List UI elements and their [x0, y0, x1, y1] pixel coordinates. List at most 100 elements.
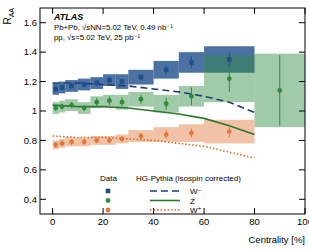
syst-box: [90, 77, 103, 89]
experiment-label: ATLAS: [53, 12, 83, 22]
x-tick: [204, 208, 205, 214]
y-tick: [40, 81, 46, 82]
syst-box: [255, 54, 305, 128]
model-line: [53, 83, 255, 112]
data-point: [69, 103, 74, 108]
legend-marker: [106, 208, 111, 213]
data-point: [139, 134, 144, 139]
y-tick: [40, 22, 46, 23]
data-point: [94, 100, 99, 105]
syst-box: [154, 95, 179, 113]
data-point: [94, 138, 99, 143]
syst-box: [103, 95, 116, 107]
data-point: [120, 79, 125, 84]
y-tick-label: 0.8: [24, 135, 37, 146]
x-tick: [254, 208, 255, 214]
x-tick: [153, 208, 154, 214]
data-point: [120, 100, 125, 105]
legend-line: [150, 200, 180, 202]
y-axis-label-main: R: [2, 17, 13, 24]
y-tick: [299, 52, 305, 53]
y-tick: [299, 22, 305, 23]
syst-box: [154, 61, 179, 79]
legend-marker: [106, 198, 111, 203]
data-point: [227, 76, 232, 81]
data-point: [164, 68, 169, 73]
data-point: [60, 85, 65, 90]
x-tick: [103, 208, 104, 214]
legend-marker: [106, 189, 111, 194]
y-axis-label-sub: AA: [8, 8, 15, 18]
x-tick-label: 80: [249, 216, 260, 227]
y-axis-label: RAA: [2, 8, 15, 25]
x-tick: [254, 8, 255, 14]
syst-box: [128, 70, 153, 85]
syst-box: [53, 83, 59, 95]
legend-label: Z: [190, 197, 195, 206]
data-point: [164, 101, 169, 106]
y-tick-label: 0.6: [24, 164, 37, 175]
legend-label: W⁻: [190, 187, 202, 196]
x-tick-label: 0: [50, 216, 55, 227]
data-point: [60, 104, 65, 109]
legend-line: [150, 190, 180, 192]
syst-box: [154, 127, 179, 142]
y-tick-label: 1.2: [24, 76, 37, 87]
x-tick: [103, 8, 104, 14]
x-tick: [305, 8, 306, 14]
x-tick: [52, 208, 53, 214]
plot-frame: [40, 8, 305, 214]
data-point: [94, 81, 99, 86]
legend-line: [150, 209, 180, 211]
y-tick: [40, 199, 46, 200]
data-point: [227, 57, 232, 62]
syst-box: [128, 92, 153, 107]
data-point: [227, 129, 232, 134]
syst-box: [179, 124, 204, 142]
x-tick-label: 20: [98, 216, 109, 227]
x-tick: [305, 208, 306, 214]
data-point: [139, 97, 144, 102]
syst-box: [53, 102, 59, 114]
legend: Data HG-Pythia (isospin corrected) W⁻ZW⁺: [100, 174, 241, 215]
x-tick-label: 100: [297, 216, 309, 227]
legend-header: Data: [100, 174, 117, 183]
x-tick: [52, 8, 53, 14]
data-point: [53, 106, 58, 111]
x-axis-label: Centrality [%]: [249, 234, 306, 245]
data-point: [107, 78, 112, 83]
y-tick: [40, 140, 46, 141]
data-point: [69, 84, 74, 89]
chart-svg: 0204060801000.40.60.811.21.41.6Centralit…: [0, 0, 309, 250]
syst-box: [65, 99, 78, 111]
model-line: [53, 105, 255, 134]
syst-box: [179, 52, 204, 73]
y-tick-label: 1.6: [24, 17, 37, 28]
chart-root: 0204060801000.40.60.811.21.41.6Centralit…: [0, 0, 309, 250]
data-point: [53, 142, 58, 147]
data-point: [53, 87, 58, 92]
syst-box: [53, 140, 59, 149]
data-point: [164, 132, 169, 137]
syst-box: [65, 80, 78, 92]
data-point: [82, 82, 87, 87]
x-tick-label: 40: [148, 216, 159, 227]
y-tick: [299, 169, 305, 170]
data-point: [120, 137, 125, 142]
y-tick-label: 0.4: [24, 194, 37, 205]
data-point: [189, 60, 194, 65]
y-tick: [299, 199, 305, 200]
syst-box: [116, 74, 129, 89]
data-group: [53, 46, 305, 158]
legend-label: W⁺: [190, 206, 202, 215]
syst-box: [59, 101, 65, 113]
syst-box: [78, 102, 91, 114]
data-point: [189, 131, 194, 136]
y-tick: [40, 169, 46, 170]
legend-header: HG-Pythia (isospin corrected): [136, 174, 241, 183]
data-point: [69, 140, 74, 145]
data-point: [189, 94, 194, 99]
syst-box: [78, 79, 91, 91]
annotation: pp, √s=5.02 TeV, 25 pb⁻¹: [54, 33, 141, 42]
y-tick: [299, 111, 305, 112]
